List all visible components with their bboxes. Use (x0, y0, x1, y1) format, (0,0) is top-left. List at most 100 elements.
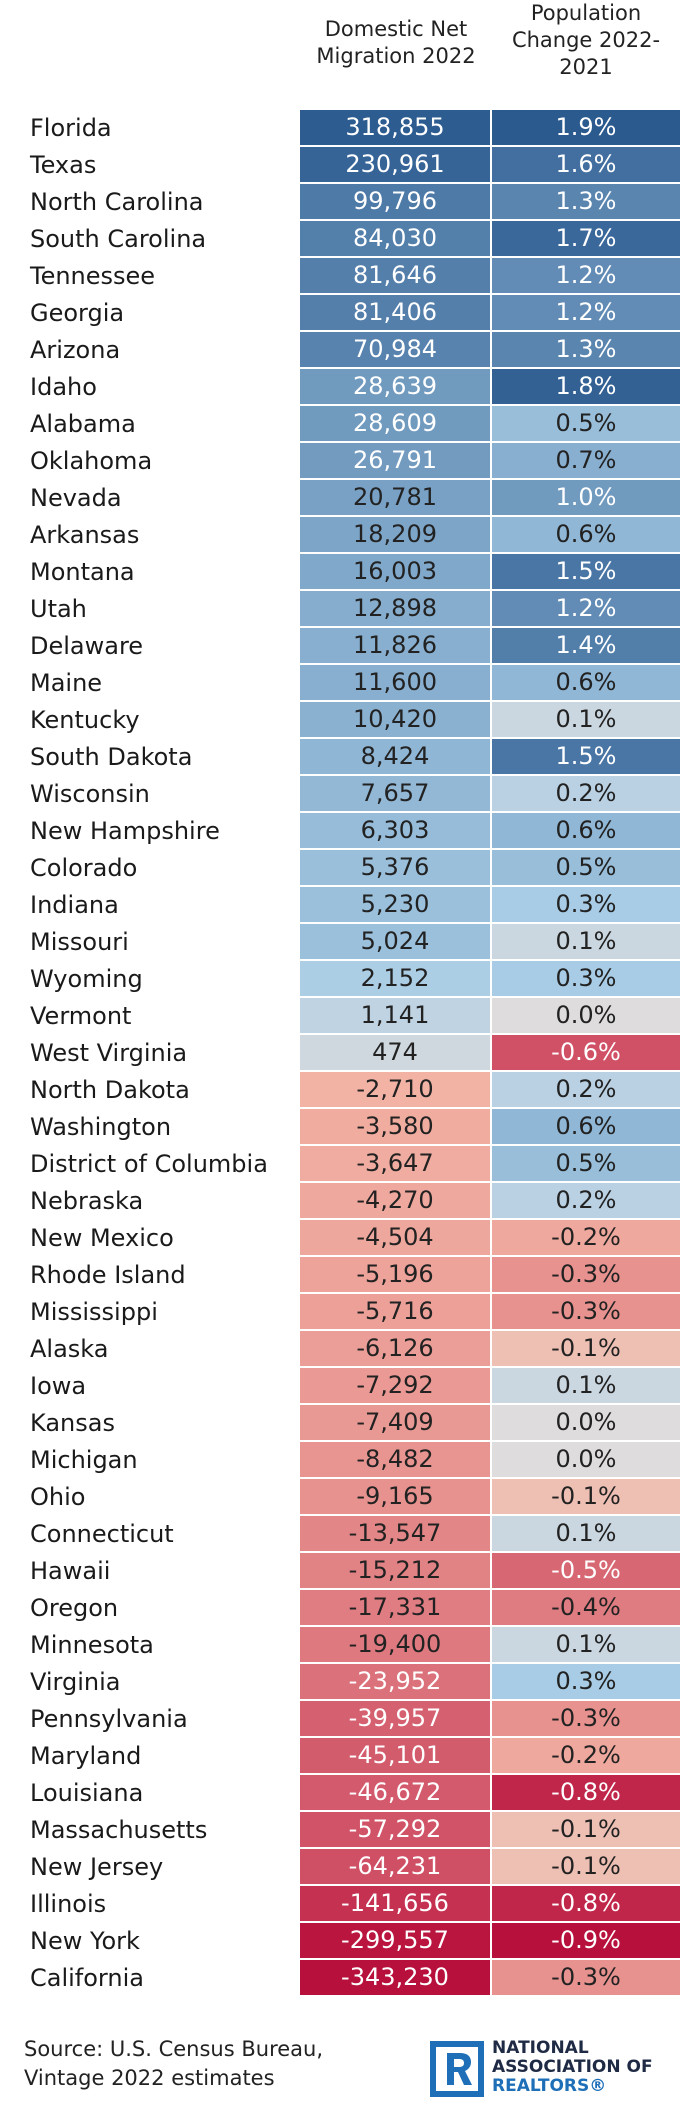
state-name: Wyoming (30, 965, 143, 993)
table-row: California -343,230 -0.3% (0, 1960, 700, 1997)
state-name: South Dakota (30, 743, 193, 771)
header-population-change: Population Change 2022-2021 (511, 1, 661, 79)
migration-cell: 28,639 (300, 369, 492, 406)
population-change-cell: 1.7% (492, 221, 680, 258)
state-name: Missouri (30, 928, 129, 956)
table-row: North Dakota -2,710 0.2% (0, 1072, 700, 1109)
table-row: Kentucky 10,420 0.1% (0, 702, 700, 739)
population-change-cell: 0.0% (492, 1405, 680, 1442)
migration-cell: -13,547 (300, 1516, 492, 1553)
state-name: Rhode Island (30, 1261, 186, 1289)
migration-cell: -64,231 (300, 1849, 492, 1886)
state-name: Colorado (30, 854, 138, 882)
table-row: South Carolina 84,030 1.7% (0, 221, 700, 258)
table-row: New Mexico -4,504 -0.2% (0, 1220, 700, 1257)
migration-cell: -39,957 (300, 1701, 492, 1738)
migration-cell: -4,270 (300, 1183, 492, 1220)
source-line-2: Vintage 2022 estimates (24, 2066, 275, 2090)
state-name: Iowa (30, 1372, 87, 1400)
table-row: Missouri 5,024 0.1% (0, 924, 700, 961)
table-row: Louisiana -46,672 -0.8% (0, 1775, 700, 1812)
migration-cell: 1,141 (300, 998, 492, 1035)
state-name: New York (30, 1927, 140, 1955)
table-row: Mississippi -5,716 -0.3% (0, 1294, 700, 1331)
population-change-cell: 0.6% (492, 665, 680, 702)
population-change-cell: -0.1% (492, 1479, 680, 1516)
migration-cell: 5,230 (300, 887, 492, 924)
migration-cell: -7,292 (300, 1368, 492, 1405)
state-name: Kentucky (30, 706, 140, 734)
migration-cell: -6,126 (300, 1331, 492, 1368)
table-row: Connecticut -13,547 0.1% (0, 1516, 700, 1553)
state-name: Montana (30, 558, 135, 586)
population-change-cell: -0.3% (492, 1701, 680, 1738)
table-row: Minnesota -19,400 0.1% (0, 1627, 700, 1664)
state-name: Florida (30, 114, 112, 142)
population-change-cell: 0.3% (492, 961, 680, 998)
state-name: Kansas (30, 1409, 115, 1437)
state-name: Connecticut (30, 1520, 174, 1548)
migration-cell: 26,791 (300, 443, 492, 480)
migration-cell: 12,898 (300, 591, 492, 628)
population-change-cell: 0.2% (492, 1183, 680, 1220)
population-change-cell: 1.5% (492, 739, 680, 776)
migration-cell: -299,557 (300, 1923, 492, 1960)
population-change-cell: 0.3% (492, 1664, 680, 1701)
state-name: Nevada (30, 484, 122, 512)
table-row: New York -299,557 -0.9% (0, 1923, 700, 1960)
migration-cell: -23,952 (300, 1664, 492, 1701)
state-name: Illinois (30, 1890, 107, 1918)
migration-cell: -3,647 (300, 1146, 492, 1183)
migration-cell: 5,376 (300, 850, 492, 887)
state-name: Pennsylvania (30, 1705, 188, 1733)
table-row: West Virginia 474 -0.6% (0, 1035, 700, 1072)
population-change-cell: 0.1% (492, 702, 680, 739)
migration-cell: 18,209 (300, 517, 492, 554)
migration-cell: -5,716 (300, 1294, 492, 1331)
migration-cell: 20,781 (300, 480, 492, 517)
table-row: Nebraska -4,270 0.2% (0, 1183, 700, 1220)
population-change-cell: -0.6% (492, 1035, 680, 1072)
state-name: Minnesota (30, 1631, 154, 1659)
population-change-cell: 1.3% (492, 184, 680, 221)
table-row: Arkansas 18,209 0.6% (0, 517, 700, 554)
population-change-cell: -0.3% (492, 1257, 680, 1294)
migration-cell: 99,796 (300, 184, 492, 221)
state-name: West Virginia (30, 1039, 188, 1067)
population-change-cell: 0.5% (492, 406, 680, 443)
state-name: Idaho (30, 373, 97, 401)
table-row: Montana 16,003 1.5% (0, 554, 700, 591)
state-name: District of Columbia (30, 1150, 268, 1178)
table-row: Oregon -17,331 -0.4% (0, 1590, 700, 1627)
population-change-cell: 1.4% (492, 628, 680, 665)
table-row: Iowa -7,292 0.1% (0, 1368, 700, 1405)
state-name: Oklahoma (30, 447, 153, 475)
population-change-cell: 0.0% (492, 998, 680, 1035)
table-row: Nevada 20,781 1.0% (0, 480, 700, 517)
migration-cell: -3,580 (300, 1109, 492, 1146)
population-change-cell: -0.9% (492, 1923, 680, 1960)
table-row: North Carolina 99,796 1.3% (0, 184, 700, 221)
population-change-cell: 1.0% (492, 480, 680, 517)
migration-cell: 28,609 (300, 406, 492, 443)
state-name: South Carolina (30, 225, 207, 253)
population-change-cell: 0.1% (492, 1368, 680, 1405)
migration-cell: -343,230 (300, 1960, 492, 1997)
population-change-cell: 0.5% (492, 1146, 680, 1183)
migration-cell: 474 (300, 1035, 492, 1072)
population-change-cell: 1.5% (492, 554, 680, 591)
state-name: Wisconsin (30, 780, 150, 808)
migration-cell: 84,030 (300, 221, 492, 258)
migration-cell: 7,657 (300, 776, 492, 813)
table-row: Illinois -141,656 -0.8% (0, 1886, 700, 1923)
table-row: Florida 318,855 1.9% (0, 110, 700, 147)
population-change-cell: -0.1% (492, 1812, 680, 1849)
population-change-cell: -0.2% (492, 1738, 680, 1775)
table-row: District of Columbia -3,647 0.5% (0, 1146, 700, 1183)
table-row: Ohio -9,165 -0.1% (0, 1479, 700, 1516)
table-row: Washington -3,580 0.6% (0, 1109, 700, 1146)
state-name: Louisiana (30, 1779, 144, 1807)
table-row: Massachusetts -57,292 -0.1% (0, 1812, 700, 1849)
state-name: New Hampshire (30, 817, 220, 845)
migration-cell: -141,656 (300, 1886, 492, 1923)
